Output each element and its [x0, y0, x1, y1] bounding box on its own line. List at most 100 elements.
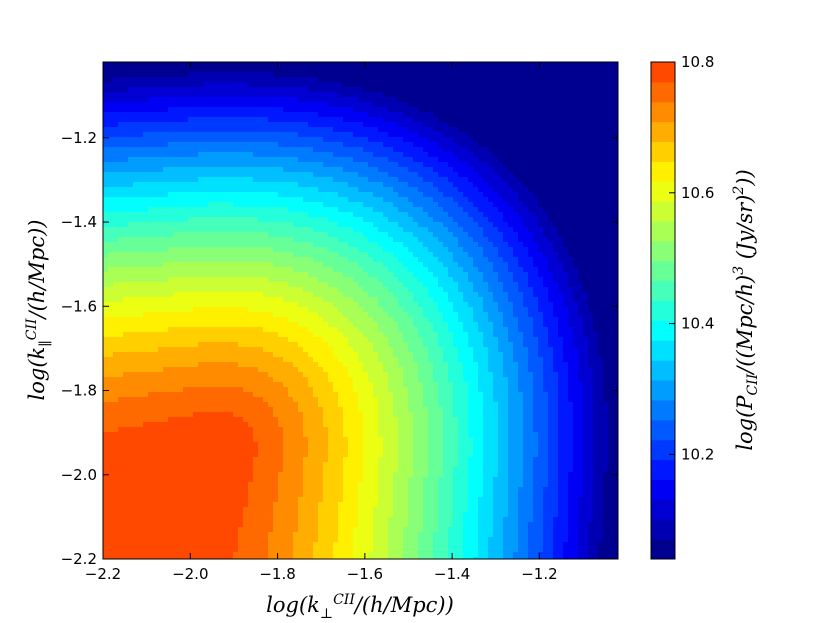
- contour-cell: [583, 167, 589, 173]
- contour-cell: [543, 212, 549, 218]
- contour-cell: [603, 242, 609, 248]
- contour-cell: [403, 107, 409, 113]
- contour-cell: [338, 202, 344, 208]
- contour-cell: [458, 122, 464, 128]
- contour-cell: [178, 207, 184, 213]
- contour-cell: [393, 102, 399, 108]
- contour-cell: [238, 267, 244, 273]
- contour-cell: [178, 62, 184, 68]
- contour-cell: [303, 152, 309, 158]
- contour-cell: [278, 292, 284, 298]
- contour-cell: [503, 187, 509, 193]
- contour-cell: [463, 107, 469, 113]
- contour-cell: [133, 222, 139, 228]
- contour-cell: [588, 72, 594, 78]
- contour-cell: [118, 177, 124, 183]
- contour-cell: [233, 172, 239, 178]
- contour-cell: [368, 102, 374, 108]
- contour-cell: [608, 197, 614, 203]
- contour-cell: [213, 267, 219, 273]
- contour-cell: [273, 212, 279, 218]
- contour-cell: [273, 162, 279, 168]
- contour-cell: [588, 277, 594, 283]
- contour-cell: [318, 142, 324, 148]
- contour-cell: [213, 157, 219, 163]
- contour-cell: [388, 67, 394, 73]
- contour-cell: [613, 202, 618, 208]
- contour-cell: [273, 197, 279, 203]
- contour-cell: [168, 77, 174, 83]
- contour-cell: [158, 157, 164, 163]
- contour-cell: [168, 112, 174, 118]
- contour-cell: [373, 242, 379, 248]
- contour-cell: [113, 142, 119, 148]
- contour-cell: [333, 167, 339, 173]
- contour-cell: [148, 162, 154, 168]
- contour-cell: [368, 117, 374, 123]
- contour-cell: [328, 197, 334, 203]
- contour-cell: [218, 292, 224, 298]
- contour-cell: [143, 87, 149, 93]
- contour-cell: [533, 242, 539, 248]
- contour-cell: [293, 167, 299, 173]
- contour-cell: [148, 147, 154, 153]
- contour-cell: [303, 72, 309, 78]
- contour-cell: [178, 127, 184, 133]
- contour-cell: [203, 137, 209, 143]
- contour-cell: [148, 212, 154, 218]
- contour-cell: [493, 87, 499, 93]
- contour-cell: [563, 247, 569, 253]
- contour-cell: [218, 192, 224, 198]
- contour-cell: [328, 127, 334, 133]
- contour-cell: [548, 92, 554, 98]
- contour-cell: [168, 302, 174, 308]
- contour-cell: [438, 122, 444, 128]
- contour-cell: [413, 267, 419, 273]
- contour-cell: [158, 282, 164, 288]
- contour-cell: [408, 157, 414, 163]
- contour-cell: [223, 117, 229, 123]
- contour-cell: [433, 142, 439, 148]
- contour-cell: [118, 82, 124, 88]
- contour-cell: [408, 242, 414, 248]
- contour-cell: [413, 142, 419, 148]
- contour-cell: [228, 127, 234, 133]
- contour-cell: [553, 177, 559, 183]
- contour-cell: [568, 212, 574, 218]
- contour-cell: [533, 292, 539, 298]
- contour-cell: [598, 287, 604, 293]
- contour-cell: [478, 202, 484, 208]
- contour-cell: [178, 82, 184, 88]
- contour-cell: [333, 257, 339, 263]
- contour-cell: [523, 247, 529, 253]
- contour-cell: [498, 187, 504, 193]
- contour-cell: [193, 127, 199, 133]
- contour-cell: [438, 222, 444, 228]
- contour-cell: [493, 212, 499, 218]
- contour-cell: [458, 147, 464, 153]
- contour-cell: [238, 182, 244, 188]
- contour-cell: [373, 192, 379, 198]
- contour-cell: [553, 267, 559, 273]
- contour-cell: [408, 77, 414, 83]
- contour-cell: [593, 117, 599, 123]
- contour-cell: [423, 197, 429, 203]
- contour-cell: [368, 302, 374, 308]
- contour-cell: [513, 252, 519, 258]
- contour-cell: [113, 102, 119, 108]
- contour-cell: [333, 162, 339, 168]
- contour-cell: [313, 272, 319, 278]
- contour-cell: [313, 167, 319, 173]
- contour-cell: [383, 172, 389, 178]
- contour-cell: [118, 172, 124, 178]
- contour-cell: [283, 112, 289, 118]
- contour-cell: [613, 212, 618, 218]
- contour-cell: [573, 107, 579, 113]
- contour-cell: [288, 287, 294, 293]
- contour-cell: [193, 82, 199, 88]
- contour-cell: [493, 117, 499, 123]
- contour-cell: [488, 127, 494, 133]
- contour-cell: [193, 162, 199, 168]
- contour-cell: [168, 267, 174, 273]
